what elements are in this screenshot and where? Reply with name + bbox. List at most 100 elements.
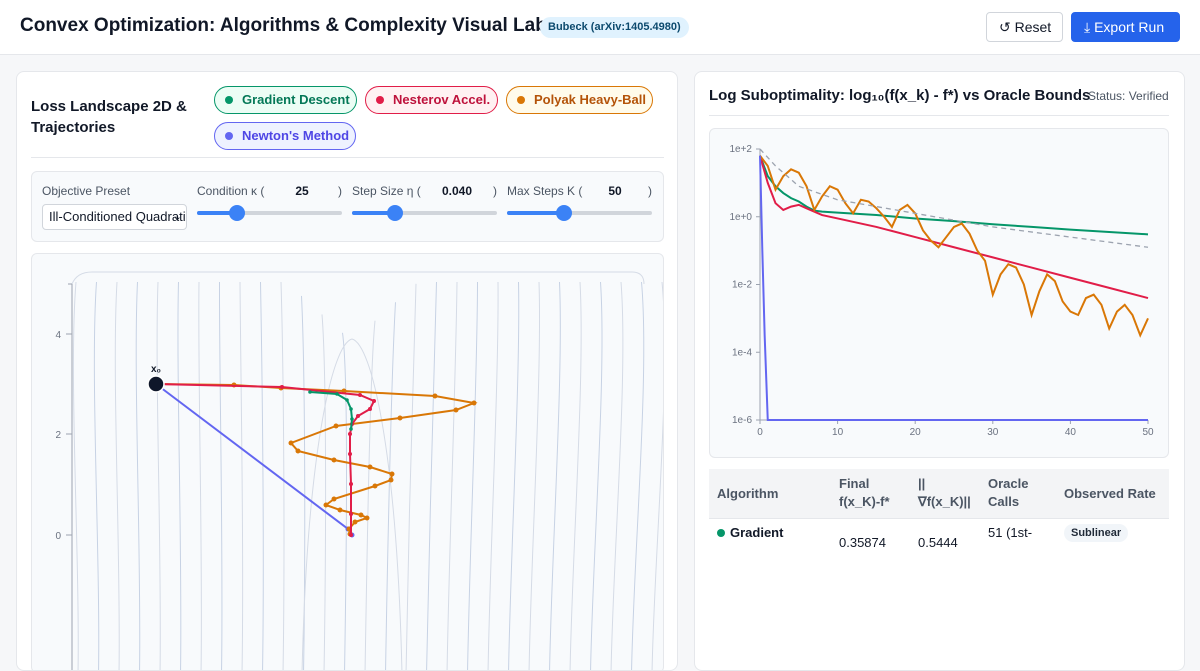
contour-line bbox=[549, 281, 561, 670]
chart-x-tick-label: 0 bbox=[757, 427, 763, 438]
nesterov-trajectory-point bbox=[348, 432, 352, 436]
step-size-label: Step Size η ( bbox=[352, 184, 421, 198]
nesterov-trajectory-point bbox=[349, 533, 353, 537]
polyak-trajectory-point bbox=[432, 393, 438, 399]
y-tick-label: 4 bbox=[55, 330, 61, 341]
slider-fill bbox=[197, 211, 238, 215]
convergence-chart[interactable]: 1e+2 1e+0 1e-2 1e-4 1e-6 0 10 20 30 40 50 bbox=[709, 128, 1169, 458]
contour-lines bbox=[71, 271, 663, 670]
export-run-button[interactable]: ⤓ Export Run bbox=[1071, 12, 1180, 42]
row-grad: 0.5444 bbox=[918, 535, 958, 550]
contour-line bbox=[114, 281, 120, 670]
col-header-final: Final f(x_K)-f* bbox=[839, 476, 890, 509]
polyak-trajectory-point bbox=[333, 423, 339, 429]
start-point-marker[interactable] bbox=[147, 375, 165, 393]
contour-line bbox=[426, 281, 437, 670]
polyak-trajectory-point bbox=[288, 440, 294, 446]
chart-x-tick-label: 20 bbox=[910, 427, 922, 438]
contour-line bbox=[177, 281, 182, 670]
chart-y-tick-label: 1e-6 bbox=[732, 415, 752, 426]
contour-line bbox=[321, 314, 327, 670]
nesterov-trajectory-point bbox=[349, 482, 353, 486]
contour-line bbox=[93, 281, 100, 670]
gradient-descent-trajectory-point bbox=[308, 390, 312, 394]
contour-line bbox=[301, 338, 403, 670]
gradient-descent-trajectory-point bbox=[345, 398, 349, 402]
rate-badge: Sublinear bbox=[1064, 524, 1129, 542]
contour-line bbox=[651, 281, 663, 670]
algo-toggle-polyak[interactable]: Polyak Heavy-Ball bbox=[506, 86, 653, 114]
slider-fill bbox=[352, 211, 395, 215]
contour-line bbox=[446, 281, 458, 670]
row-oracle: 51 (1st- bbox=[988, 525, 1033, 540]
algo-toggle-nesterov[interactable]: Nesterov Accel. bbox=[365, 86, 498, 114]
nesterov-trajectory-point bbox=[356, 414, 360, 418]
trajectories bbox=[153, 381, 478, 538]
nesterov-trajectory-point bbox=[280, 385, 284, 389]
slider-thumb[interactable] bbox=[386, 205, 403, 221]
gradient-descent-trajectory-point bbox=[349, 407, 353, 411]
gradient-descent-trajectory-point bbox=[350, 417, 354, 421]
polyak-trajectory-point bbox=[453, 407, 459, 413]
contour-line bbox=[405, 283, 417, 670]
convergence-panel: Log Suboptimality: log₁₀(f(x_k) - f*) vs… bbox=[694, 71, 1185, 671]
polyak-trajectory-point bbox=[389, 471, 395, 477]
contour-line bbox=[198, 281, 202, 670]
slider-track bbox=[352, 211, 497, 215]
nesterov-trajectory-path bbox=[155, 383, 376, 535]
gradient-descent-trajectory-point bbox=[335, 392, 339, 396]
max-steps-label: Max Steps K ( bbox=[507, 184, 583, 198]
oracle-bound-line bbox=[759, 148, 1149, 248]
loss-landscape-plot[interactable]: 4 2 0 x₀ bbox=[31, 253, 664, 670]
condition-slider[interactable] bbox=[197, 205, 342, 221]
reference-badge: Bubeck (arXiv:1405.4980) bbox=[540, 17, 689, 38]
polyak-trajectory-point bbox=[323, 502, 329, 508]
slider-track bbox=[507, 211, 652, 215]
chart-y-tick-label: 1e-2 bbox=[732, 280, 752, 291]
newton-trajectory-path bbox=[155, 383, 353, 536]
convergence-chart-svg: 1e+2 1e+0 1e-2 1e-4 1e-6 0 10 20 30 40 50 bbox=[729, 144, 1154, 438]
objective-label: Objective Preset bbox=[42, 184, 131, 198]
step-size-slider[interactable] bbox=[352, 205, 497, 221]
algo-toggle-label: Gradient Descent bbox=[242, 92, 350, 107]
chart-x-tick-label: 50 bbox=[1142, 427, 1154, 438]
chart-y-tick-label: 1e+0 bbox=[729, 212, 752, 223]
contour-line bbox=[487, 281, 499, 670]
contour-line bbox=[239, 281, 244, 670]
nesterov-dot-icon bbox=[376, 96, 384, 104]
chart-y-tick-label: 1e-4 bbox=[732, 347, 752, 358]
contour-line bbox=[364, 320, 376, 670]
algo-toggle-gradient-descent[interactable]: Gradient Descent bbox=[214, 86, 357, 114]
table-header: Algorithm Final f(x_K)-f* || ∇f(x_K)|| O… bbox=[709, 469, 1169, 519]
chevron-down-icon: ⌄ bbox=[172, 211, 182, 223]
landscape-panel-title: Loss Landscape 2D & Trajectories bbox=[31, 98, 187, 136]
landscape-svg: 4 2 0 x₀ bbox=[55, 271, 663, 670]
objective-select[interactable]: Ill-Conditioned Quadratic ⌄ bbox=[42, 204, 187, 230]
max-steps-slider[interactable] bbox=[507, 205, 652, 221]
col-header-oracle: Oracle Calls bbox=[988, 476, 1029, 509]
divider bbox=[31, 157, 664, 158]
contour-line bbox=[218, 281, 223, 670]
slider-fill bbox=[507, 211, 565, 215]
polyak-dot-icon bbox=[517, 96, 525, 104]
polyak-trajectory-point bbox=[388, 477, 394, 483]
contour-line bbox=[467, 281, 478, 670]
series-line bbox=[759, 155, 1149, 236]
paren-close: ) bbox=[338, 184, 342, 198]
col-header-rate: Observed Rate bbox=[1064, 486, 1156, 501]
contour-line bbox=[156, 281, 161, 670]
contour-line bbox=[508, 281, 520, 670]
condition-value: 25 bbox=[295, 184, 309, 198]
condition-label: Condition κ ( bbox=[197, 184, 265, 198]
chart-x-tick-label: 30 bbox=[987, 427, 999, 438]
slider-thumb[interactable] bbox=[229, 205, 246, 221]
polyak-trajectory-point bbox=[397, 415, 403, 421]
polyak-trajectory-point bbox=[364, 515, 370, 521]
algo-toggle-newton[interactable]: Newton's Method bbox=[214, 122, 356, 150]
row-algorithm: Gradient bbox=[730, 525, 784, 540]
contour-line bbox=[590, 281, 603, 670]
slider-thumb[interactable] bbox=[556, 205, 573, 221]
reset-button[interactable]: ↺ Reset bbox=[986, 12, 1063, 42]
controls-bar: Objective Preset Ill-Conditioned Quadrat… bbox=[31, 171, 664, 242]
gradient-descent-trajectory-point bbox=[349, 427, 353, 431]
